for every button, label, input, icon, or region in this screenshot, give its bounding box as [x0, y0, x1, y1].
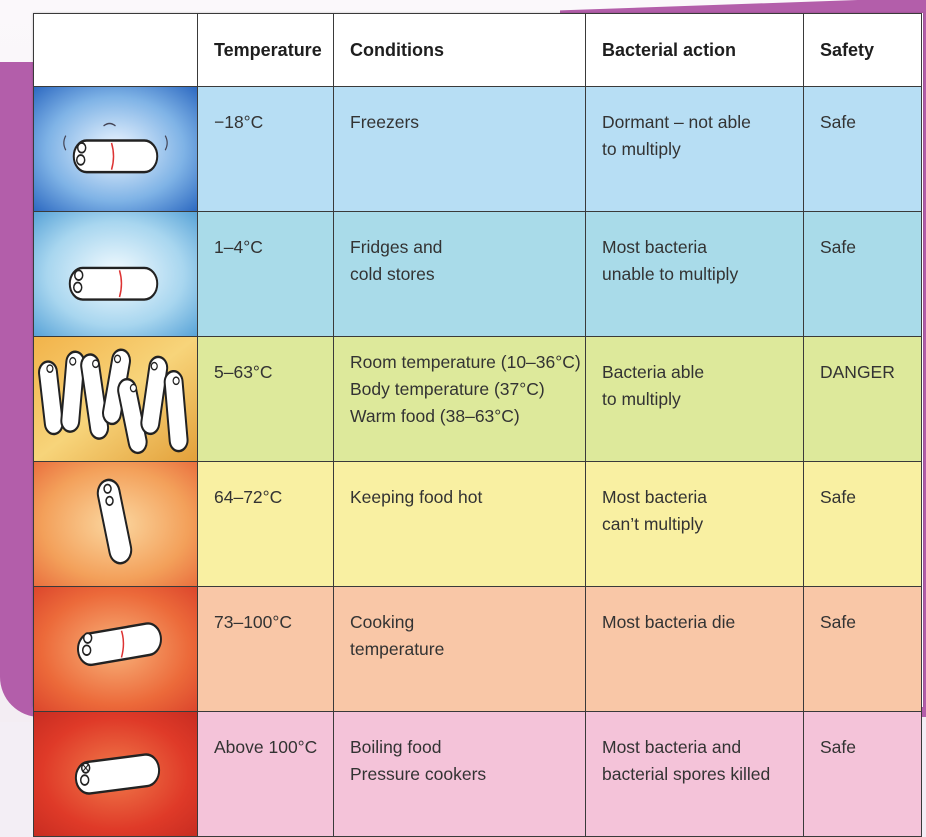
- conditions-line: temperature: [350, 639, 445, 659]
- bacterial-action-line: unable to multiply: [602, 264, 739, 284]
- conditions-header: Conditions: [333, 13, 586, 87]
- conditions-cell: Freezers: [333, 86, 586, 212]
- bacterial-action-line: bacterial spores killed: [602, 764, 771, 784]
- temperature-cell: 1–4°C: [197, 211, 334, 337]
- temperature-header: Temperature: [197, 13, 334, 87]
- table-row: 64–72°C Keeping food hot Most bacteria c…: [33, 461, 922, 587]
- safety-cell: Safe: [803, 711, 922, 837]
- bacteria-temperature-table: Temperature Conditions Bacterial action …: [33, 13, 922, 837]
- conditions-line: Keeping food hot: [350, 487, 483, 507]
- conditions-line: Freezers: [350, 112, 420, 132]
- conditions-line: Body temperature (37°C): [350, 379, 545, 399]
- bacterial-action-cell: Most bacteria unable to multiply: [585, 211, 804, 337]
- bacterial-action-line: Dormant – not able: [602, 112, 751, 132]
- bacterial-action-line: Most bacteria: [602, 487, 708, 507]
- bacterial-action-cell: Most bacteria and bacterial spores kille…: [585, 711, 804, 837]
- safety-cell: DANGER: [803, 336, 922, 462]
- bacterial-action-header: Bacterial action: [585, 13, 804, 87]
- table-row: −18°C Freezers Dormant – not able to mul…: [33, 86, 922, 212]
- conditions-line: cold stores: [350, 264, 435, 284]
- safety-header: Safety: [803, 13, 922, 87]
- temperature-cell: 64–72°C: [197, 461, 334, 587]
- bacterial-action-line: Most bacteria: [602, 237, 708, 257]
- bacterium-dead-icon: [33, 711, 198, 837]
- bacterial-action-cell: Bacteria able to multiply: [585, 336, 804, 462]
- table-header-row: Temperature Conditions Bacterial action …: [33, 13, 922, 87]
- bacterial-action-cell: Dormant – not able to multiply: [585, 86, 804, 212]
- temperature-cell: 73–100°C: [197, 586, 334, 712]
- conditions-cell: Room temperature (10–36°C) Body temperat…: [333, 336, 586, 462]
- conditions-line: Fridges and: [350, 237, 443, 257]
- conditions-cell: Boiling food Pressure cookers: [333, 711, 586, 837]
- bacterial-action-line: Bacteria able: [602, 362, 705, 382]
- bacterial-action-cell: Most bacteria can’t multiply: [585, 461, 804, 587]
- table-row: 5–63°C Room temperature (10–36°C) Body t…: [33, 336, 922, 462]
- safety-cell: Safe: [803, 211, 922, 337]
- temperature-cell: −18°C: [197, 86, 334, 212]
- bacterium-cold-icon: [33, 211, 198, 337]
- bacterium-frozen-icon: [33, 86, 198, 212]
- conditions-cell: Fridges and cold stores: [333, 211, 586, 337]
- conditions-line: Pressure cookers: [350, 764, 487, 784]
- conditions-line: Boiling food: [350, 737, 442, 757]
- conditions-line: Cooking: [350, 612, 415, 632]
- conditions-line: Room temperature (10–36°C): [350, 352, 581, 372]
- bacterium-cooking-icon: [33, 586, 198, 712]
- bacterium-hot-icon: [33, 461, 198, 587]
- bacterial-action-cell: Most bacteria die: [585, 586, 804, 712]
- bacterial-action-line: to multiply: [602, 389, 681, 409]
- conditions-line: Warm food (38–63°C): [350, 406, 520, 426]
- temperature-cell: Above 100°C: [197, 711, 334, 837]
- table-row: 1–4°C Fridges and cold stores Most bacte…: [33, 211, 922, 337]
- conditions-cell: Keeping food hot: [333, 461, 586, 587]
- safety-cell: Safe: [803, 461, 922, 587]
- bacterial-action-line: can’t multiply: [602, 514, 704, 534]
- temperature-cell: 5–63°C: [197, 336, 334, 462]
- bacterial-action-line: to multiply: [602, 139, 681, 159]
- table-row: 73–100°C Cooking temperature Most bacter…: [33, 586, 922, 712]
- safety-cell: Safe: [803, 586, 922, 712]
- bacterial-action-line: Most bacteria die: [602, 612, 736, 632]
- safety-cell: Safe: [803, 86, 922, 212]
- bacteria-multiplying-icon: [33, 336, 198, 462]
- table-row: Above 100°C Boiling food Pressure cooker…: [33, 711, 922, 837]
- bacterial-action-line: Most bacteria and: [602, 737, 742, 757]
- illustration-header: [33, 13, 198, 87]
- conditions-cell: Cooking temperature: [333, 586, 586, 712]
